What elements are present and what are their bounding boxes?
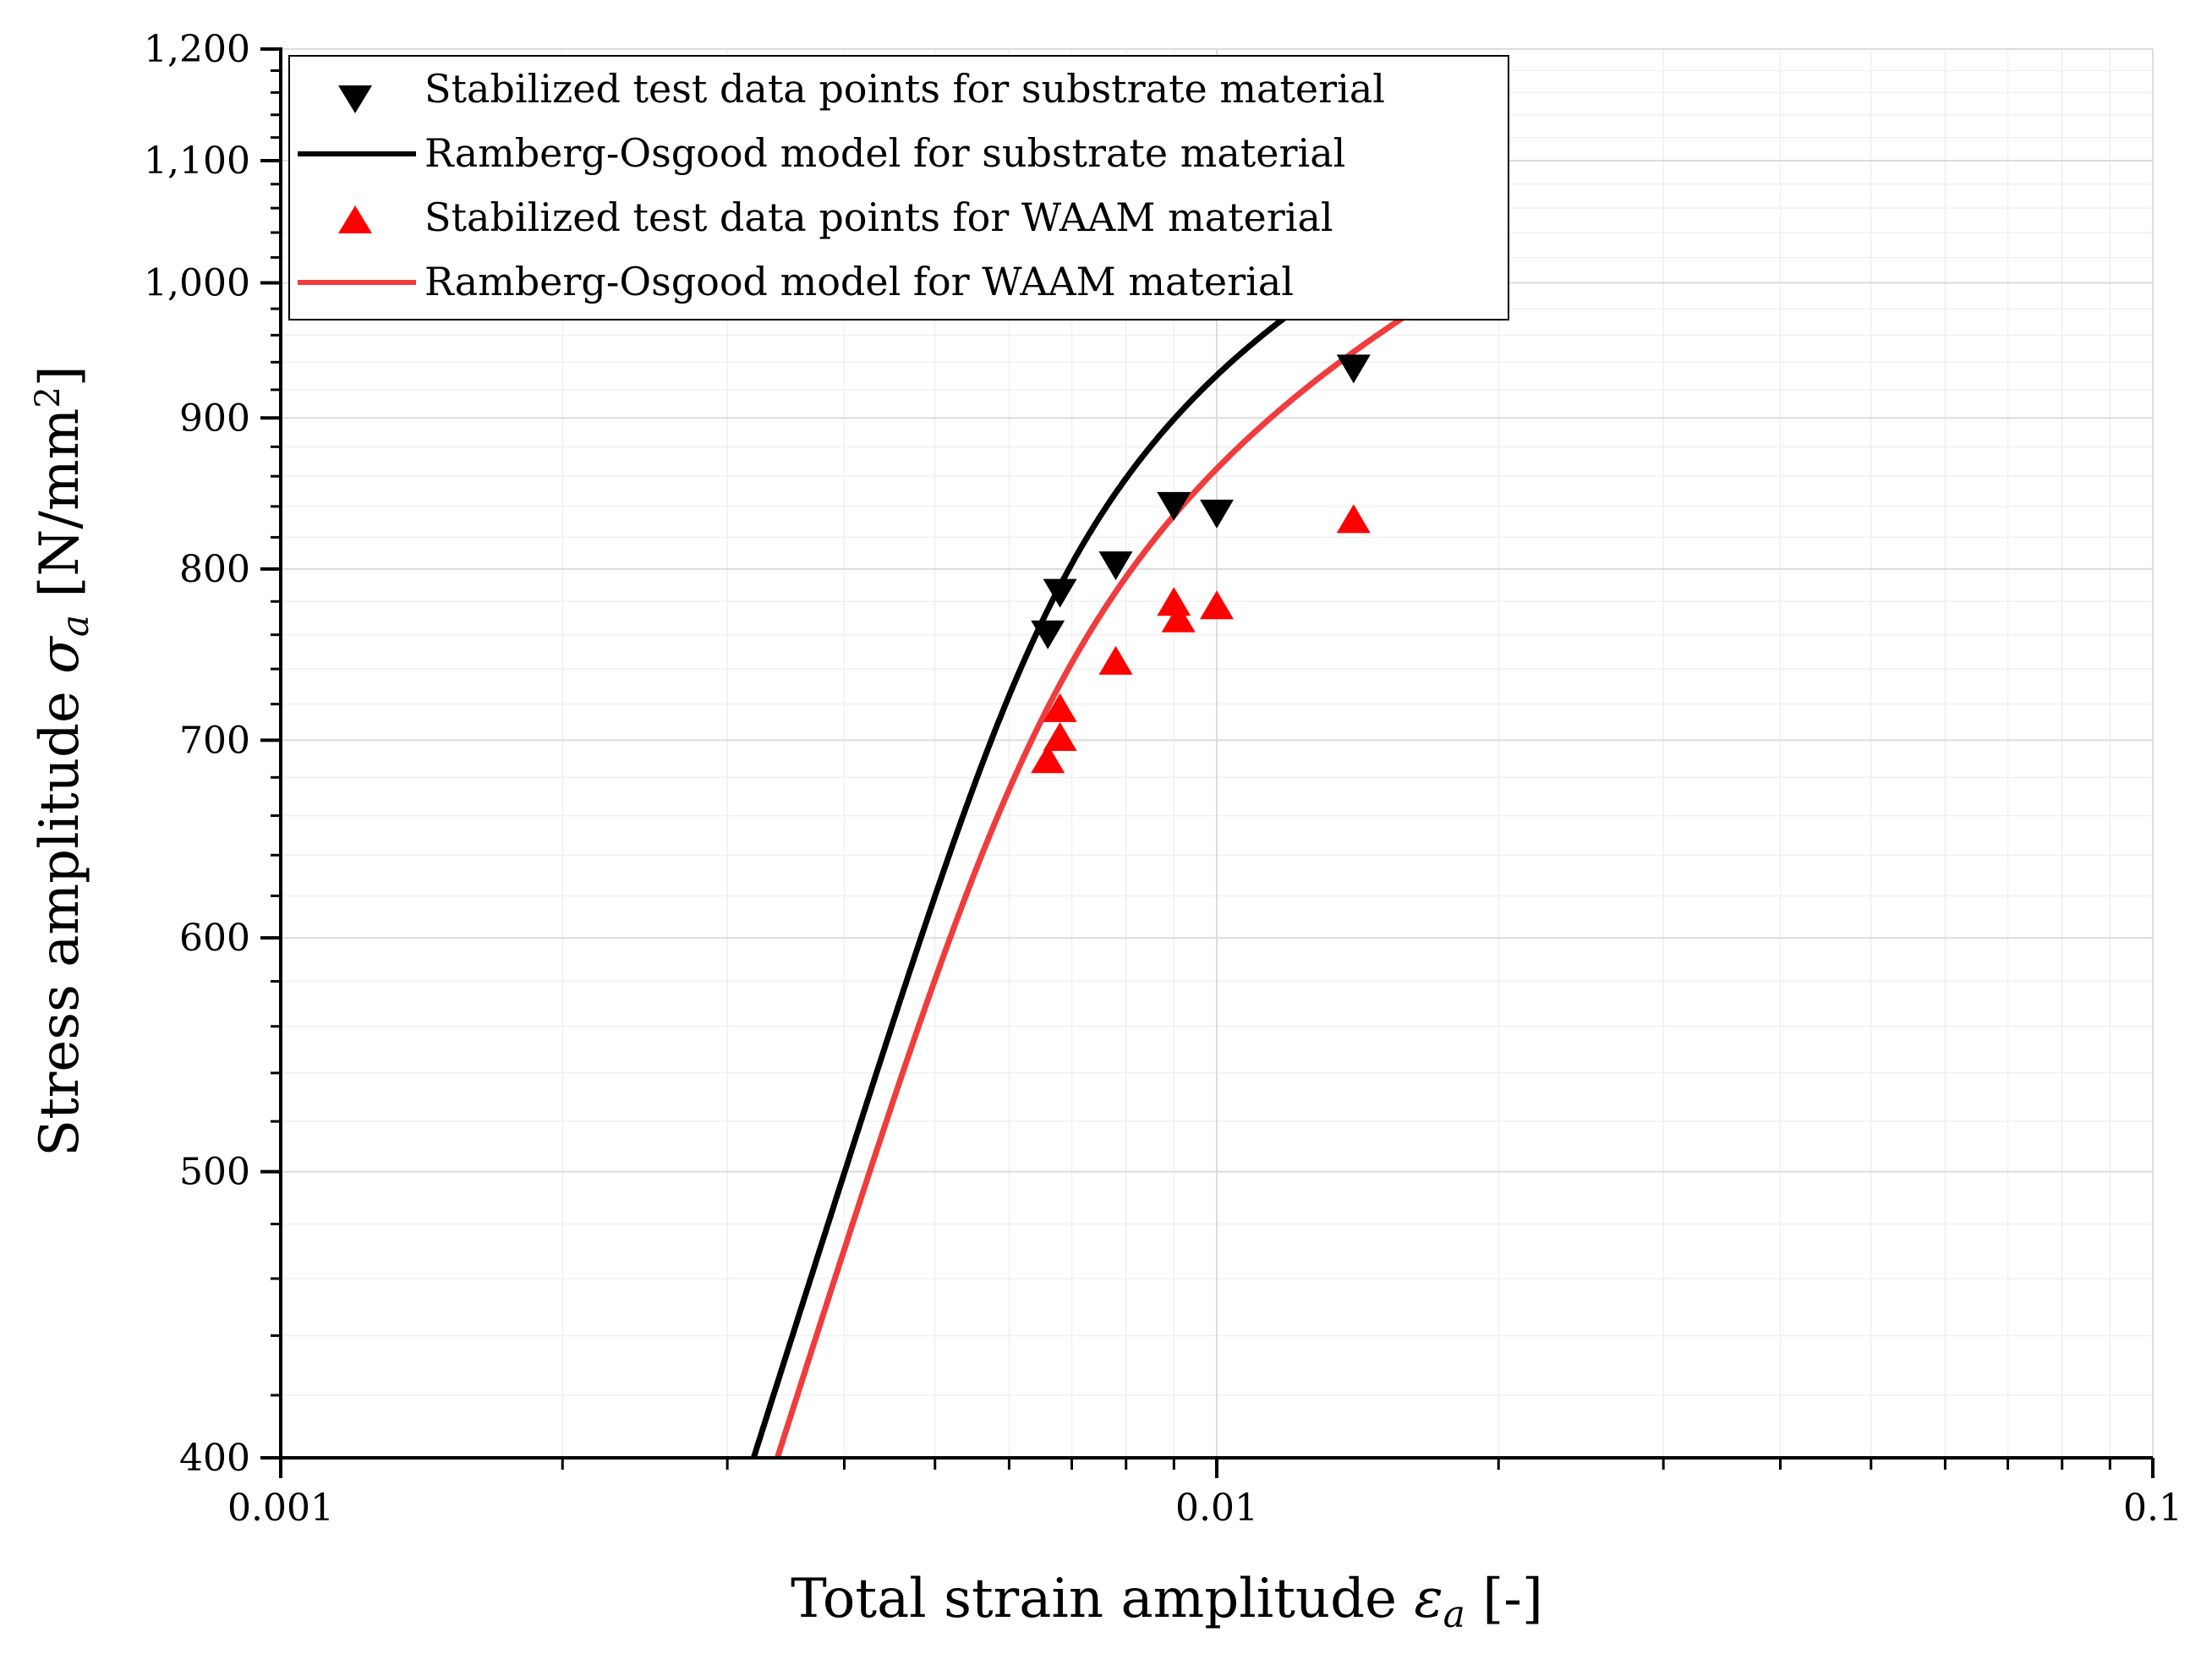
waam-data-point [1098, 645, 1133, 675]
legend-label-waam-model: Ramberg-Osgood model for WAAM material [424, 259, 1294, 304]
legend-marker-substrate-points [338, 85, 372, 113]
y-tick-label: 500 [179, 1151, 250, 1194]
legend-marker-waam-points [338, 205, 372, 233]
waam-data-point [1031, 744, 1065, 774]
y-tick-label: 800 [179, 548, 250, 591]
y-axis-title-unit: [N/mm [29, 408, 91, 598]
x-axis-title-symbol: ε [1414, 1568, 1443, 1630]
data-markers [1031, 354, 1371, 774]
waam-model-curve [774, 260, 1492, 1460]
y-tick-label: 600 [179, 917, 250, 960]
y-axis-title-unit-superscript: 2 [29, 386, 68, 408]
axes [260, 47, 2155, 1478]
y-axis-title-unit-close: ] [29, 365, 91, 386]
tick-labels: 0.001 0.01 0.1 400 500 600 700 800 900 1,000 1,100… [144, 28, 2182, 1530]
y-tick-label: 400 [179, 1437, 250, 1480]
waam-data-point [1043, 693, 1077, 722]
legend-label-substrate-model: Ramberg-Osgood model for substrate mater… [424, 130, 1345, 176]
y-tick-label: 1,100 [144, 140, 250, 183]
x-tick-label: 0.001 [227, 1487, 334, 1530]
y-axis-title: Stress amplitude σa [N/mm2] [29, 365, 97, 1157]
substrate-model-curve [750, 205, 1459, 1460]
substrate-data-point [1043, 578, 1077, 608]
legend-box [288, 55, 1509, 320]
waam-data-point [1157, 587, 1191, 616]
x-axis-title-unit: [-] [1482, 1568, 1543, 1630]
waam-data-point [1161, 603, 1196, 633]
x-axis-title: Total strain amplitude εa [-] [791, 1568, 1543, 1636]
x-tick-label: 0.01 [1175, 1487, 1258, 1530]
waam-data-point [1336, 504, 1371, 534]
substrate-data-point [1200, 499, 1234, 529]
substrate-data-point [1098, 551, 1133, 581]
y-tick-label: 700 [179, 719, 250, 762]
y-tick-label: 1,000 [144, 261, 250, 304]
y-axis-title-label: Stress amplitude [29, 691, 91, 1157]
substrate-data-point [1157, 491, 1191, 521]
waam-data-point [1043, 722, 1077, 751]
x-axis-title-label: Total strain amplitude [791, 1568, 1397, 1630]
legend: Stabilized test data points for substrat… [288, 55, 1509, 320]
substrate-data-point [1031, 620, 1065, 649]
y-tick-label: 900 [179, 397, 250, 440]
y-tick-label: 1,200 [144, 28, 250, 71]
y-axis-title-subscript: a [54, 615, 97, 637]
substrate-data-point [1336, 354, 1371, 384]
legend-label-substrate-points: Stabilized test data points for substrat… [424, 66, 1385, 112]
x-tick-label: 0.1 [2123, 1487, 2182, 1530]
model-curves [750, 205, 1492, 1460]
x-axis-title-subscript: a [1443, 1593, 1465, 1636]
y-axis-title-symbol: σ [29, 635, 91, 674]
waam-data-point [1200, 590, 1234, 620]
legend-label-waam-points: Stabilized test data points for WAAM mat… [424, 194, 1333, 240]
